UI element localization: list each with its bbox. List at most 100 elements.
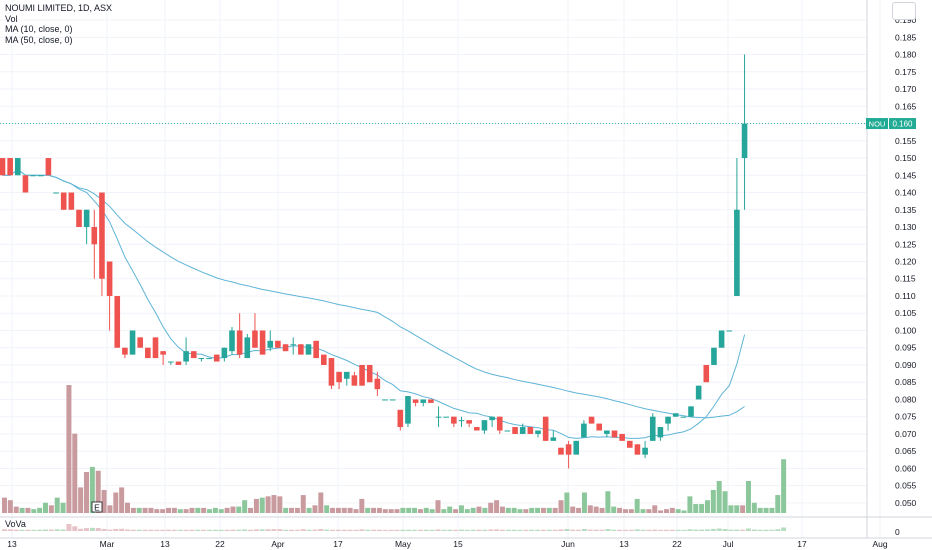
legend: NOUMI LIMITED, 1D, ASX Vol MA (10, close… bbox=[5, 3, 112, 45]
candle-body bbox=[458, 420, 465, 422]
volume-bar bbox=[236, 506, 242, 513]
volume-bar bbox=[7, 500, 13, 513]
candle-body bbox=[504, 430, 511, 432]
price-tag-symbol-box bbox=[866, 118, 888, 130]
candle-body bbox=[351, 375, 358, 386]
volume-bar bbox=[453, 509, 459, 513]
price-tag-value-box bbox=[889, 118, 916, 130]
volume-bar bbox=[710, 489, 716, 513]
vova-bar bbox=[330, 529, 336, 531]
y-tick-label: 0.065 bbox=[895, 446, 917, 456]
vova-bar bbox=[593, 529, 599, 531]
vova-bar bbox=[312, 529, 318, 531]
vova-bar bbox=[757, 529, 763, 531]
vova-bar bbox=[558, 529, 564, 531]
vova-bar bbox=[775, 529, 781, 531]
volume-bar bbox=[195, 507, 201, 513]
vova-bar bbox=[376, 529, 382, 531]
volume-bar bbox=[406, 507, 412, 513]
candle-body bbox=[175, 361, 182, 365]
vova-bar bbox=[113, 529, 119, 531]
volume-bar bbox=[335, 507, 341, 513]
volume-bar bbox=[599, 507, 605, 513]
volume-bar bbox=[78, 487, 84, 513]
vova-bar bbox=[658, 529, 664, 531]
vova-bar bbox=[394, 529, 400, 531]
legend-ma10[interactable]: MA (10, close, 0) bbox=[5, 24, 73, 34]
y-tick-label: 0.175 bbox=[895, 67, 917, 77]
x-tick-label: Aug bbox=[872, 539, 887, 549]
candle-body bbox=[588, 416, 595, 424]
vova-bar bbox=[523, 529, 529, 531]
vova-bar bbox=[417, 529, 423, 531]
vova-bar bbox=[195, 529, 201, 531]
legend-vol[interactable]: Vol bbox=[5, 13, 18, 24]
volume-bar bbox=[101, 489, 107, 513]
volume-bar bbox=[365, 507, 371, 513]
vova-bar bbox=[224, 529, 230, 531]
volume-bar bbox=[681, 510, 687, 513]
vova-bar bbox=[13, 529, 19, 531]
vova-bar bbox=[43, 529, 48, 531]
candle-body bbox=[60, 192, 67, 210]
vova-bar bbox=[740, 529, 746, 531]
volume-bar bbox=[400, 507, 406, 513]
vova-bar bbox=[669, 529, 675, 531]
vova-bar bbox=[201, 529, 207, 531]
y-tick-label: 0.170 bbox=[895, 84, 917, 94]
candle-body bbox=[412, 399, 419, 403]
volume-bar bbox=[271, 495, 277, 513]
volume-bar bbox=[248, 507, 254, 513]
candle-body bbox=[145, 347, 151, 359]
candle-body bbox=[573, 440, 580, 455]
vova-bar bbox=[48, 529, 54, 531]
x-tick-label: 17 bbox=[333, 539, 343, 549]
volume-bar bbox=[734, 505, 740, 513]
y-tick-label: 0.165 bbox=[895, 101, 917, 111]
candle-body bbox=[83, 209, 90, 228]
candle-body bbox=[236, 330, 243, 355]
vova-bar bbox=[412, 529, 418, 531]
vova-bar bbox=[359, 529, 365, 531]
y-tick-label: 0.110 bbox=[895, 291, 916, 301]
volume-bar bbox=[540, 507, 546, 513]
candle-body bbox=[474, 427, 480, 431]
vova-bar bbox=[101, 528, 107, 531]
candle-body bbox=[267, 340, 274, 348]
vova-bar bbox=[2, 529, 7, 531]
volume-bar bbox=[166, 507, 172, 513]
vova-bar bbox=[89, 527, 95, 531]
volume-bar bbox=[330, 507, 336, 513]
volume-bar bbox=[417, 509, 423, 513]
vova-bar bbox=[599, 529, 605, 531]
candle-body bbox=[451, 416, 457, 424]
volume-bar bbox=[113, 492, 119, 513]
legend-ma50[interactable]: MA (50, close, 0) bbox=[5, 34, 73, 45]
volume-bar bbox=[171, 507, 177, 513]
candle-body bbox=[305, 344, 312, 355]
volume-bar bbox=[634, 498, 640, 513]
vova-bar bbox=[136, 529, 142, 531]
vova-bar bbox=[177, 529, 183, 531]
candle-body bbox=[321, 354, 327, 365]
volume-bar bbox=[751, 502, 757, 513]
volume-bar bbox=[324, 505, 330, 513]
candle-body bbox=[405, 396, 411, 424]
candle-body bbox=[596, 423, 602, 431]
y-tick-label: 0.120 bbox=[895, 257, 917, 267]
vova-bar bbox=[335, 529, 341, 531]
volume-bar bbox=[622, 509, 628, 513]
vova-bar bbox=[622, 529, 628, 531]
candle-body bbox=[496, 416, 503, 431]
vova-bar bbox=[687, 529, 693, 531]
volume-bars: E bbox=[2, 385, 787, 513]
legend-title[interactable]: NOUMI LIMITED, 1D, ASX bbox=[5, 3, 113, 13]
volume-bar bbox=[13, 506, 19, 513]
vova-bar bbox=[576, 529, 582, 531]
y-tick-label: 0.085 bbox=[895, 377, 917, 387]
settings-icon[interactable] bbox=[892, 2, 916, 20]
vova-bar bbox=[634, 529, 640, 531]
candle-body bbox=[695, 385, 702, 400]
